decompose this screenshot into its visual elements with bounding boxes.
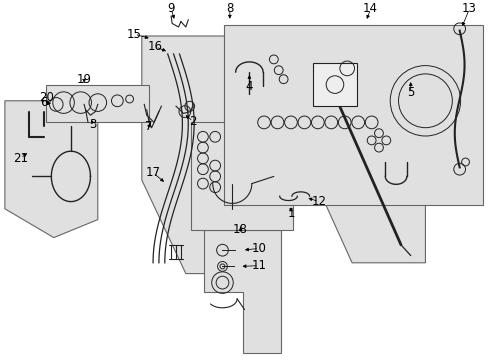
Polygon shape [190,122,293,230]
Text: 4: 4 [245,80,253,93]
Text: 11: 11 [251,259,266,272]
Text: 10: 10 [251,242,266,255]
Text: 13: 13 [461,3,476,15]
Text: 7: 7 [145,120,153,132]
Text: 19: 19 [77,73,91,86]
Polygon shape [142,36,228,274]
Polygon shape [5,101,98,238]
Text: 6: 6 [40,96,48,109]
Polygon shape [204,230,281,353]
Text: 12: 12 [311,195,325,208]
Text: 8: 8 [225,3,233,15]
Text: 2: 2 [189,115,197,128]
Text: 5: 5 [406,86,414,99]
Text: 9: 9 [167,3,175,15]
Text: 15: 15 [127,28,142,41]
Text: 14: 14 [363,3,377,15]
Polygon shape [312,59,425,263]
Polygon shape [224,25,482,205]
Text: 1: 1 [286,207,294,220]
Text: 3: 3 [89,118,97,131]
Text: 21: 21 [13,152,28,165]
Text: 17: 17 [145,166,160,179]
Polygon shape [46,85,149,122]
Bar [312,63,356,106]
Text: 16: 16 [148,40,163,53]
Text: 18: 18 [233,223,247,236]
Text: 20: 20 [39,91,54,104]
